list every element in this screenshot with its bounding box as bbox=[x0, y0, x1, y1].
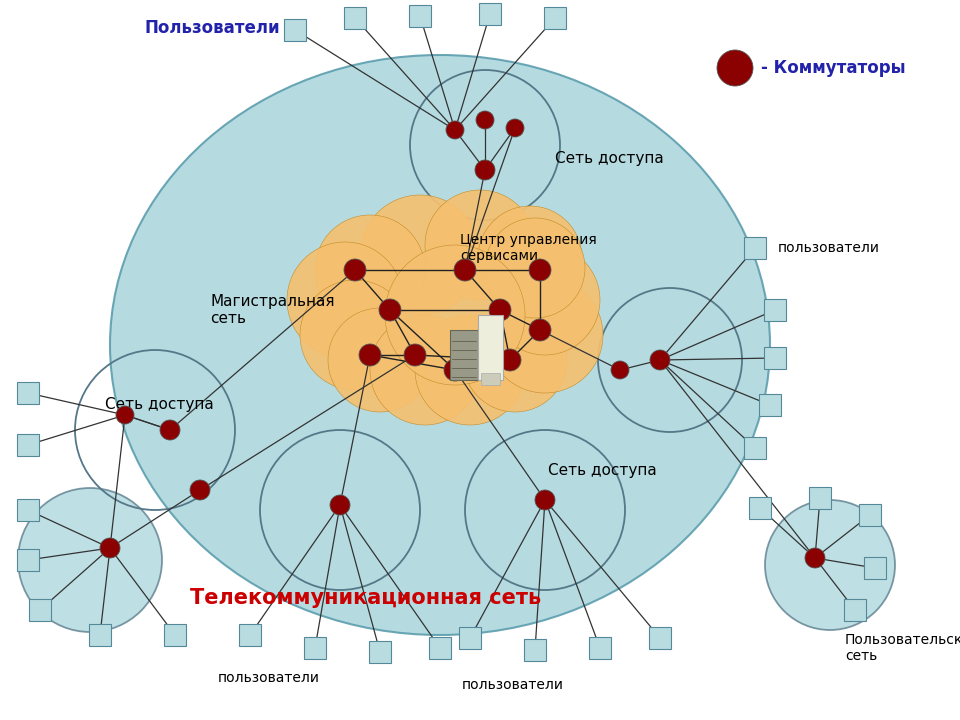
Bar bbox=[649, 627, 671, 649]
Bar bbox=[29, 599, 51, 621]
Circle shape bbox=[359, 344, 381, 366]
Text: Сеть доступа: Сеть доступа bbox=[548, 462, 657, 477]
Bar bbox=[17, 549, 39, 571]
Bar bbox=[429, 637, 451, 659]
Circle shape bbox=[611, 361, 629, 379]
Circle shape bbox=[529, 319, 551, 341]
Bar bbox=[17, 434, 39, 456]
Circle shape bbox=[300, 280, 410, 390]
Circle shape bbox=[499, 349, 521, 371]
Circle shape bbox=[805, 548, 825, 568]
Circle shape bbox=[379, 299, 401, 321]
Circle shape bbox=[463, 308, 567, 412]
Circle shape bbox=[315, 215, 425, 325]
Bar bbox=[17, 382, 39, 404]
Circle shape bbox=[116, 406, 134, 424]
Circle shape bbox=[385, 245, 525, 385]
Circle shape bbox=[535, 490, 555, 510]
Bar bbox=[764, 347, 786, 369]
Bar bbox=[764, 299, 786, 321]
Circle shape bbox=[765, 500, 895, 630]
Circle shape bbox=[404, 344, 426, 366]
Bar bbox=[844, 599, 866, 621]
Circle shape bbox=[529, 259, 551, 281]
Text: Сеть доступа: Сеть доступа bbox=[555, 150, 663, 166]
Bar bbox=[481, 373, 500, 385]
Bar bbox=[344, 7, 366, 29]
Bar bbox=[859, 504, 881, 526]
Ellipse shape bbox=[110, 55, 770, 635]
Circle shape bbox=[190, 480, 210, 500]
Bar bbox=[369, 641, 391, 663]
Circle shape bbox=[360, 195, 480, 315]
Circle shape bbox=[650, 350, 670, 370]
Bar bbox=[164, 624, 186, 646]
Bar bbox=[459, 627, 481, 649]
Bar bbox=[524, 639, 546, 661]
Circle shape bbox=[160, 420, 180, 440]
Text: Магистральная
сеть: Магистральная сеть bbox=[210, 294, 334, 326]
Circle shape bbox=[18, 488, 162, 632]
Circle shape bbox=[100, 538, 120, 558]
Text: Центр управления
сервисами: Центр управления сервисами bbox=[460, 233, 597, 263]
Circle shape bbox=[425, 190, 535, 300]
Circle shape bbox=[485, 218, 585, 318]
Circle shape bbox=[370, 315, 480, 425]
Text: Телекоммуникационная сеть: Телекоммуникационная сеть bbox=[190, 588, 541, 608]
Text: Сеть доступа: Сеть доступа bbox=[105, 397, 214, 413]
Bar bbox=[450, 330, 478, 380]
Bar bbox=[744, 437, 766, 459]
Text: пользователи: пользователи bbox=[462, 678, 564, 692]
Text: пользователи: пользователи bbox=[778, 241, 880, 255]
Circle shape bbox=[446, 121, 464, 139]
Bar bbox=[809, 487, 831, 509]
Circle shape bbox=[717, 50, 753, 86]
Bar bbox=[544, 7, 566, 29]
Text: пользователи: пользователи bbox=[218, 671, 320, 685]
Bar bbox=[864, 557, 886, 579]
Circle shape bbox=[454, 259, 476, 281]
Bar bbox=[89, 624, 111, 646]
Bar bbox=[749, 497, 771, 519]
Circle shape bbox=[490, 245, 600, 355]
Text: Пользовательская
сеть: Пользовательская сеть bbox=[845, 633, 960, 663]
Circle shape bbox=[444, 359, 466, 381]
Bar bbox=[409, 5, 431, 27]
Bar bbox=[744, 237, 766, 259]
Circle shape bbox=[487, 277, 603, 393]
Circle shape bbox=[506, 119, 524, 137]
Circle shape bbox=[475, 160, 495, 180]
Circle shape bbox=[344, 259, 366, 281]
Circle shape bbox=[476, 111, 494, 129]
Circle shape bbox=[330, 495, 350, 515]
Bar bbox=[284, 19, 306, 41]
Bar bbox=[304, 637, 326, 659]
Circle shape bbox=[415, 315, 525, 425]
Bar bbox=[589, 637, 611, 659]
Circle shape bbox=[328, 308, 432, 412]
Bar bbox=[478, 315, 503, 380]
Circle shape bbox=[478, 206, 582, 310]
Bar bbox=[17, 499, 39, 521]
Bar bbox=[239, 624, 261, 646]
Text: - Коммутаторы: - Коммутаторы bbox=[761, 59, 905, 77]
Circle shape bbox=[489, 299, 511, 321]
Circle shape bbox=[287, 242, 403, 358]
Bar bbox=[479, 3, 501, 25]
Bar bbox=[759, 394, 781, 416]
Text: Пользователи: Пользователи bbox=[145, 19, 280, 37]
